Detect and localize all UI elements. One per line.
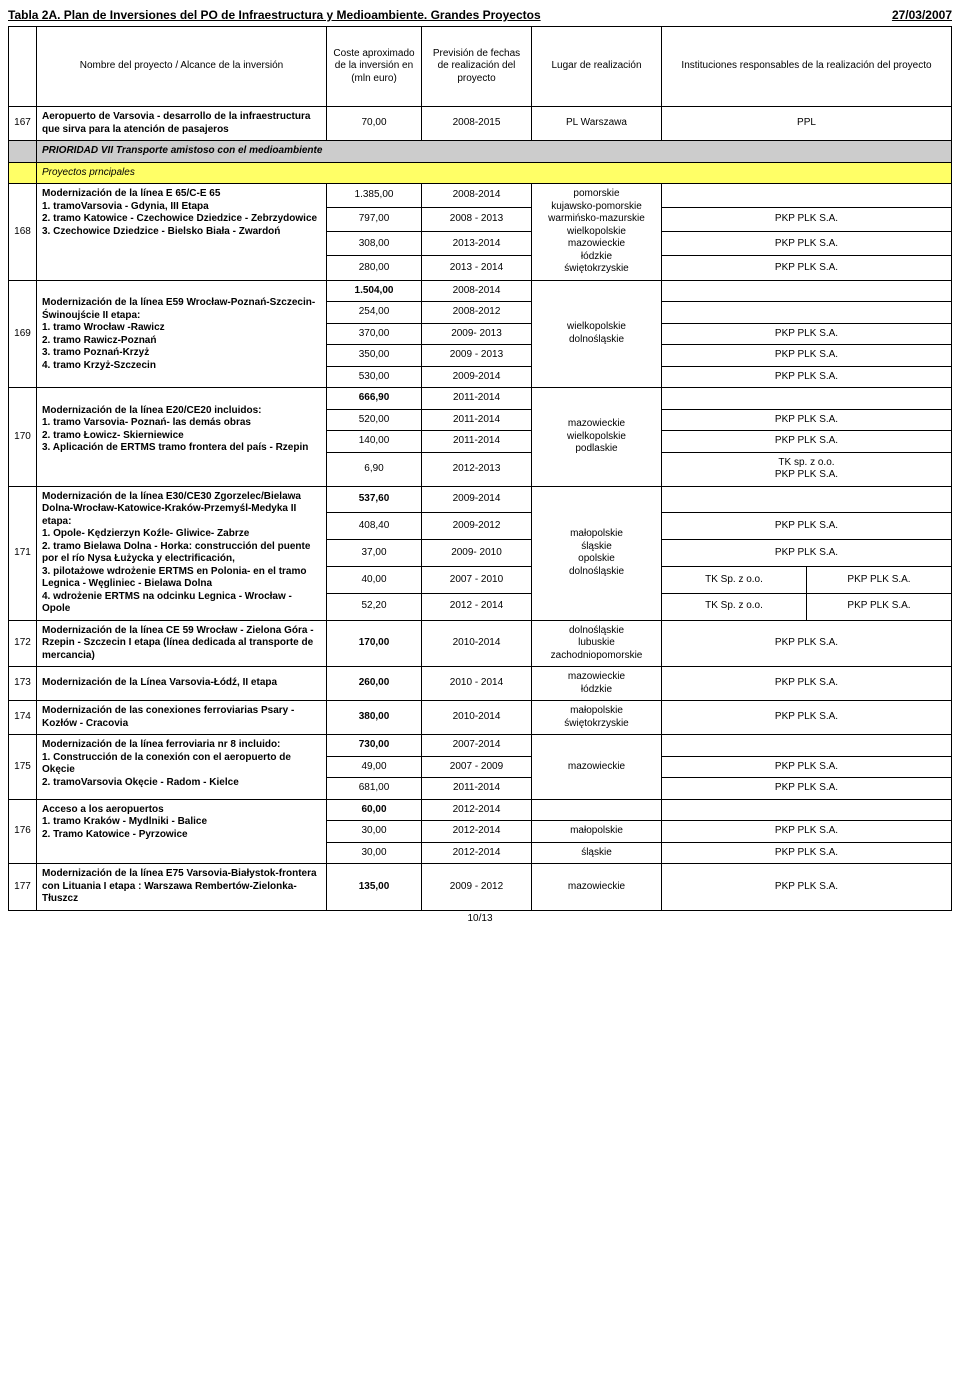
row-place: pomorskie kujawsko-pomorskie warmińsko-m… <box>532 184 662 281</box>
row-name: Modernización de la Línea Varsovia-Łódź,… <box>37 667 327 701</box>
row-name: Acceso a los aeropuertos 1. tramo Kraków… <box>37 799 327 864</box>
row-dates: 2008-2015 <box>422 107 532 141</box>
table-row: 171 Modernización de la línea E30/CE30 Z… <box>9 486 952 513</box>
section-row: Proyectos prncipales <box>9 162 952 184</box>
row-name: Modernización de la línea ferroviaria nr… <box>37 735 327 800</box>
row-num: 168 <box>9 184 37 281</box>
page-title: Tabla 2A. Plan de Inversiones del PO de … <box>8 8 541 22</box>
title-bar: Tabla 2A. Plan de Inversiones del PO de … <box>8 8 952 22</box>
row-num: 173 <box>9 667 37 701</box>
table-row: 169 Modernización de la línea E59 Wrocła… <box>9 280 952 302</box>
table-row: 177 Modernización de la línea E75 Varsov… <box>9 864 952 911</box>
row-name: Modernización de la línea CE 59 Wrocław … <box>37 620 327 667</box>
table-header: Nombre del proyecto / Alcance de la inve… <box>9 27 952 107</box>
row-num: 176 <box>9 799 37 864</box>
page-date: 27/03/2007 <box>892 8 952 22</box>
row-name: Modernización de las conexiones ferrovia… <box>37 701 327 735</box>
row-place: PL Warszawa <box>532 107 662 141</box>
row-inst: PPL <box>662 107 952 141</box>
col-name: Nombre del proyecto / Alcance de la inve… <box>37 27 327 107</box>
table-row: 172 Modernización de la línea CE 59 Wroc… <box>9 620 952 667</box>
section-title: Proyectos prncipales <box>37 162 952 184</box>
row-num: 169 <box>9 280 37 388</box>
table-row: 167 Aeropuerto de Varsovia - desarrollo … <box>9 107 952 141</box>
row-num: 174 <box>9 701 37 735</box>
row-cost: 70,00 <box>327 107 422 141</box>
row-num: 177 <box>9 864 37 911</box>
col-cost: Coste aproximado de la inversión en (mln… <box>327 27 422 107</box>
projects-table: Nombre del proyecto / Alcance de la inve… <box>8 26 952 911</box>
col-inst: Instituciones responsables de la realiza… <box>662 27 952 107</box>
section-row: PRIORIDAD VII Transporte amistoso con el… <box>9 141 952 163</box>
col-place: Lugar de realización <box>532 27 662 107</box>
col-dates: Previsión de fechas de realización del p… <box>422 27 532 107</box>
table-row: 176 Acceso a los aeropuertos 1. tramo Kr… <box>9 799 952 821</box>
row-num: 171 <box>9 486 37 620</box>
row-name: Modernización de la línea E20/CE20 inclu… <box>37 388 327 487</box>
row-num: 175 <box>9 735 37 800</box>
table-row: 174 Modernización de las conexiones ferr… <box>9 701 952 735</box>
table-row: 173 Modernización de la Línea Varsovia-Ł… <box>9 667 952 701</box>
row-name: Modernización de la línea E59 Wrocław-Po… <box>37 280 327 388</box>
page-number: 10/13 <box>8 913 952 924</box>
row-name: Modernización de la línea E 65/C-E 65 1.… <box>37 184 327 281</box>
section-title: PRIORIDAD VII Transporte amistoso con el… <box>37 141 952 163</box>
table-row: 175 Modernización de la línea ferroviari… <box>9 735 952 757</box>
row-num: 170 <box>9 388 37 487</box>
row-num: 172 <box>9 620 37 667</box>
row-name: Modernización de la línea E75 Varsovia-B… <box>37 864 327 911</box>
table-row: 170 Modernización de la línea E20/CE20 i… <box>9 388 952 410</box>
row-num: 167 <box>9 107 37 141</box>
table-row: 168 Modernización de la línea E 65/C-E 6… <box>9 184 952 208</box>
row-name: Modernización de la línea E30/CE30 Zgorz… <box>37 486 327 620</box>
row-name: Aeropuerto de Varsovia - desarrollo de l… <box>37 107 327 141</box>
